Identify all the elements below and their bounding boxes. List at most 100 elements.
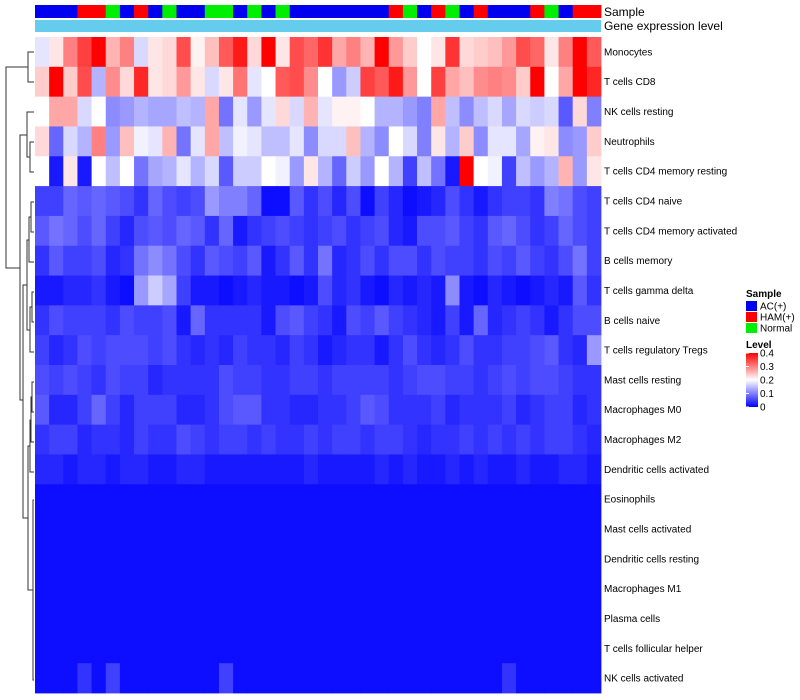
heatmap-cell (431, 543, 446, 575)
row-label: B cells naive (604, 316, 661, 327)
heatmap-cell (247, 156, 262, 187)
heatmap-cell (77, 66, 92, 98)
heatmap-cell (49, 394, 64, 426)
heatmap-cell (134, 335, 149, 366)
heatmap-cell (218, 215, 234, 247)
heatmap-cell (49, 514, 64, 545)
heatmap-cell (516, 275, 531, 306)
heatmap-cell (233, 543, 248, 575)
row-label: T cells gamma delta (604, 286, 694, 297)
heatmap-cell (530, 394, 545, 426)
heatmap-cell (360, 454, 375, 485)
heatmap-cell (275, 275, 291, 306)
sample-annotation-cell (388, 5, 404, 18)
heatmap-cell (289, 335, 305, 366)
heatmap-cell (105, 454, 121, 485)
heatmap-cell (318, 603, 333, 634)
heatmap-cell (176, 454, 192, 485)
heatmap-cell (544, 484, 559, 515)
dendrogram-branch (30, 201, 34, 233)
heatmap-cell (586, 424, 602, 455)
heatmap-cell (346, 663, 361, 694)
heatmap-cell (388, 663, 404, 694)
heatmap-cell (289, 633, 305, 664)
heatmap-cell (134, 275, 149, 306)
level-tick-label: 0.2 (760, 376, 774, 387)
heatmap-cell (261, 37, 276, 68)
heatmap-cell (530, 335, 545, 366)
heatmap-cell (346, 454, 361, 485)
heatmap-cell (487, 365, 503, 396)
row-label: T cells CD8 (604, 77, 656, 88)
heatmap-cell (544, 663, 559, 694)
heatmap-cell (459, 454, 475, 485)
heatmap-cell (303, 275, 319, 306)
heatmap-cell (445, 454, 460, 485)
heatmap-cell (134, 454, 149, 485)
heatmap-cell (431, 245, 446, 276)
heatmap-cell (77, 156, 92, 187)
heatmap-cell (162, 66, 177, 98)
heatmap-cell (275, 365, 291, 396)
heatmap-cell (431, 633, 446, 664)
heatmap-cell (487, 126, 503, 157)
heatmap-cell (289, 215, 305, 247)
heatmap-cell (176, 305, 192, 336)
heatmap-cell (247, 663, 262, 694)
heatmap-cell (176, 275, 192, 306)
heatmap-cell (516, 126, 531, 157)
heatmap-cell (162, 126, 177, 157)
level-tick-label: 0.4 (760, 349, 774, 360)
heatmap-cell (530, 305, 545, 336)
heatmap-cell (402, 245, 418, 276)
heatmap-cell (544, 245, 559, 276)
heatmap-cell (91, 275, 107, 306)
heatmap-cell (360, 663, 375, 694)
heatmap-cell (332, 66, 347, 98)
row-label: Eosinophils (604, 495, 655, 506)
heatmap-cell (289, 156, 305, 187)
heatmap-cell (459, 663, 475, 694)
heatmap-cell (49, 633, 64, 664)
heatmap-cell (516, 603, 531, 634)
heatmap-cell (49, 454, 64, 485)
heatmap-cell (63, 454, 78, 485)
heatmap-cell (501, 394, 517, 426)
heatmap-cell (35, 66, 50, 98)
heatmap-cell (530, 603, 545, 634)
heatmap-cell (388, 96, 404, 127)
heatmap-cell (119, 66, 135, 98)
heatmap-cell (134, 156, 149, 187)
heatmap-cell (473, 96, 489, 127)
heatmap-cell (459, 96, 475, 127)
heatmap-cell (473, 603, 489, 634)
heatmap-cell (346, 603, 361, 634)
heatmap-cell (388, 215, 404, 247)
heatmap-cell (134, 663, 149, 694)
heatmap-cell (148, 514, 163, 545)
heatmap-cell (190, 514, 206, 545)
sample-annotation-cell (49, 5, 64, 18)
heatmap-cell (487, 543, 503, 575)
heatmap-cell (204, 454, 220, 485)
heatmap-cell (261, 186, 276, 217)
heatmap-cell (501, 603, 517, 634)
heatmap-cell (91, 633, 107, 664)
heatmap-cell (544, 454, 559, 485)
heatmap-cell (134, 37, 149, 68)
heatmap-cell (402, 96, 418, 127)
heatmap-cell (77, 484, 92, 515)
heatmap-cell (487, 573, 503, 604)
heatmap-cell (275, 156, 291, 187)
heatmap-cell (530, 454, 545, 485)
heatmap-cell (119, 156, 135, 187)
heatmap-cell (134, 245, 149, 276)
heatmap-cell (35, 633, 50, 664)
heatmap-cell (49, 275, 64, 306)
sample-annotation-cell (303, 5, 319, 18)
heatmap-cell (558, 633, 574, 664)
heatmap-cell (516, 37, 531, 68)
heatmap-cell (261, 275, 276, 306)
heatmap-cell (204, 394, 220, 426)
heatmap-cell (35, 573, 50, 604)
